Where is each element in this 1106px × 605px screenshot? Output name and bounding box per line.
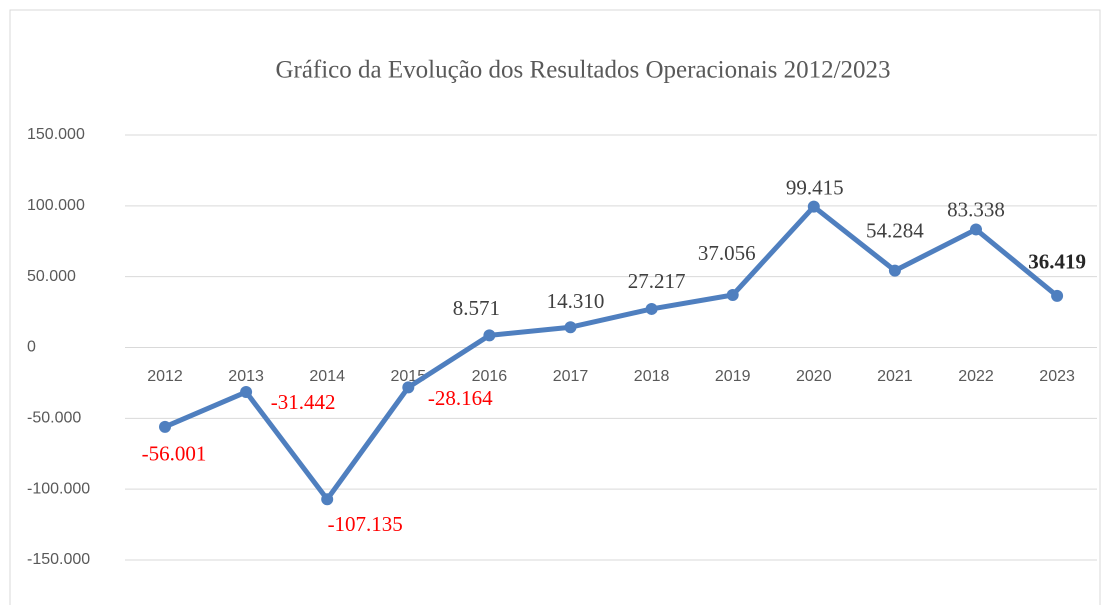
marker — [807, 200, 820, 213]
marker — [645, 302, 658, 315]
x-tick-label: 2017 — [553, 368, 589, 385]
y-tick-label: 0 — [27, 339, 36, 356]
x-tick-label: 2013 — [228, 368, 264, 385]
marker — [402, 381, 415, 394]
data-label: 27.217 — [628, 269, 686, 293]
data-label: 37.056 — [698, 241, 756, 265]
marker — [159, 420, 171, 433]
data-label: 54.284 — [866, 218, 924, 242]
marker — [564, 321, 577, 334]
line — [164, 204, 1059, 502]
marker — [726, 289, 739, 302]
x-tick-label: 2016 — [472, 368, 508, 385]
marker — [1051, 289, 1064, 302]
data-label: -31.442 — [271, 390, 336, 414]
data-label: -56.001 — [142, 442, 207, 466]
marker — [483, 329, 496, 342]
chart-border — [9, 9, 1101, 605]
x-tick-label: 2018 — [634, 368, 670, 385]
data-label: 83.338 — [947, 197, 1005, 221]
data-label: 36.419 — [1028, 250, 1086, 274]
y-tick-label: -100.000 — [27, 480, 90, 497]
data-label: 8.571 — [453, 296, 500, 320]
y-tick-label: 150.000 — [27, 126, 85, 143]
marker — [321, 493, 334, 506]
x-tick-label: 2020 — [796, 368, 832, 385]
marker — [240, 386, 253, 399]
y-tick-label: -150.000 — [27, 551, 90, 568]
y-tick-label: 50.000 — [27, 268, 76, 285]
marker — [970, 223, 982, 236]
x-tick-label: 2014 — [309, 368, 345, 385]
chart-title: Gráfico da Evolução dos Resultados Opera… — [275, 57, 890, 84]
y-tick-label: 100.000 — [27, 197, 85, 214]
data-label: 14.310 — [547, 289, 605, 313]
data-label: -28.164 — [428, 386, 493, 410]
x-tick-label: 2022 — [958, 368, 994, 385]
data-label: 99.415 — [786, 175, 844, 199]
x-tick-label: 2019 — [715, 368, 751, 385]
x-tick-label: 2012 — [147, 368, 183, 385]
data-label: -107.135 — [328, 512, 403, 536]
marker — [888, 264, 901, 277]
x-tick-label: 2023 — [1039, 368, 1075, 385]
y-tick-label: -50.000 — [27, 410, 81, 427]
x-tick-label: 2021 — [877, 368, 913, 385]
